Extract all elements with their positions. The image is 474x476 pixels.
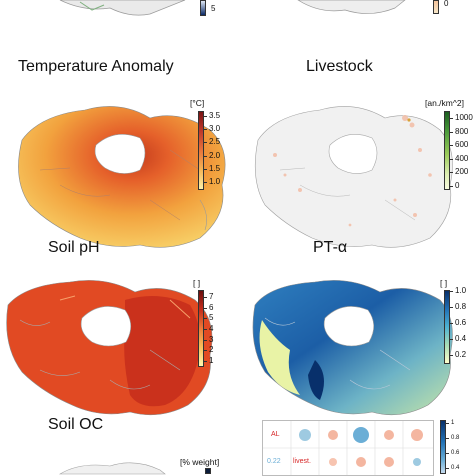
temperature-anomaly-tick-label: 1.5 (209, 164, 221, 173)
temperature-anomaly-tickmark (204, 116, 207, 117)
soil-ph-tick-label: 5 (209, 313, 214, 322)
pt-alpha-tick-label: 0.6 (455, 318, 467, 327)
soil-ph-colorbar (198, 290, 204, 367)
temperature-anomaly-tickmark (204, 156, 207, 157)
pt-alpha-tickmark (450, 291, 453, 292)
temperature-anomaly-colorbar (198, 111, 204, 190)
temperature-anomaly-tick-label: 2.0 (209, 151, 221, 160)
correlation-colorbar (440, 420, 446, 474)
livestock-colorbar (444, 111, 450, 190)
livestock-tick-label: 1000 (455, 113, 473, 122)
soil-oc-colorbar (205, 468, 211, 474)
soil-oc-title: Soil OC (48, 416, 104, 433)
livestock-unit: [an./km^2] (425, 98, 464, 108)
soil-ph-tick-label: 7 (209, 292, 214, 301)
temperature-anomaly-tickmark (204, 169, 207, 170)
soil-ph-tick-label: 2 (209, 345, 214, 354)
temperature-anomaly-tick-label: 3.5 (209, 111, 221, 120)
soil-ph-tickmark (204, 297, 207, 298)
temperature-anomaly-tickmark (204, 129, 207, 130)
soil-ph-tickmark (204, 361, 207, 362)
correlation-matrix: AL 0.22 livest. (262, 420, 434, 476)
temperature-anomaly-tick-label: 1.0 (209, 177, 221, 186)
soil-ph-tickmark (204, 308, 207, 309)
livestock-tick-label: 400 (455, 154, 469, 163)
livestock-tick-label: 600 (455, 140, 469, 149)
correlation-tickmark (446, 423, 449, 424)
livestock-tickmark (450, 145, 453, 146)
soil-ph-tick-label: 4 (209, 324, 214, 333)
correlation-tickmark (446, 438, 449, 439)
livestock-tickmark (450, 132, 453, 133)
soil-ph-tick-label: 1 (209, 356, 214, 365)
pt-alpha-unit: [ ] (440, 278, 448, 288)
soil-oc-unit: [% weight] (180, 457, 220, 467)
pt-alpha-tickmark (450, 307, 453, 308)
soil-ph-tick-label: 6 (209, 303, 214, 312)
corr-value: 0.22 (267, 458, 281, 465)
correlation-tick-label: 0.8 (451, 435, 460, 441)
temperature-anomaly-title: Temperature Anomaly (18, 58, 174, 75)
correlation-tick-label: 0.4 (451, 465, 460, 471)
correlation-tick-label: 0.6 (451, 450, 460, 456)
top-left-tick: 5 (211, 4, 216, 13)
soil-ph-tickmark (204, 350, 207, 351)
pt-alpha-tickmark (450, 323, 453, 324)
pt-alpha-colorbar (444, 290, 450, 364)
livestock-title: Livestock (306, 58, 373, 75)
livestock-tickmark (450, 186, 453, 187)
temperature-anomaly-tickmark (204, 142, 207, 143)
corr-row-label-al: AL (271, 431, 280, 438)
soil-ph-tick-label: 3 (209, 335, 214, 344)
soil-ph-tickmark (204, 318, 207, 319)
pt-alpha-tick-label: 0.8 (455, 302, 467, 311)
livestock-tick-label: 0 (455, 181, 460, 190)
temperature-anomaly-tick-label: 3.0 (209, 124, 221, 133)
pt-alpha-tickmark (450, 339, 453, 340)
livestock-tickmark (450, 172, 453, 173)
pt-alpha-title: PT-α (313, 239, 348, 256)
temperature-anomaly-unit: [°C] (190, 98, 205, 108)
soil-ph-tickmark (204, 340, 207, 341)
livestock-tick-label: 200 (455, 167, 469, 176)
correlation-tickmark (446, 468, 449, 469)
pt-alpha-tick-label: 0.2 (455, 350, 467, 359)
correlation-tick-label: 1 (451, 420, 455, 426)
top-right-tick: 0 (444, 0, 449, 8)
pt-alpha-tick-label: 0.4 (455, 334, 467, 343)
temperature-anomaly-tickmark (204, 182, 207, 183)
soil-ph-title: Soil pH (48, 239, 100, 256)
top-right-colorbar (433, 0, 439, 14)
corr-row-label-livestock: livest. (293, 458, 311, 465)
livestock-tick-label: 800 (455, 127, 469, 136)
pt-alpha-tick-label: 1.0 (455, 286, 467, 295)
top-left-colorbar (200, 0, 206, 16)
livestock-tickmark (450, 118, 453, 119)
livestock-tickmark (450, 159, 453, 160)
soil-ph-unit: [ ] (193, 278, 201, 288)
correlation-tickmark (446, 453, 449, 454)
pt-alpha-tickmark (450, 355, 453, 356)
temperature-anomaly-tick-label: 2.5 (209, 137, 221, 146)
soil-ph-tickmark (204, 329, 207, 330)
